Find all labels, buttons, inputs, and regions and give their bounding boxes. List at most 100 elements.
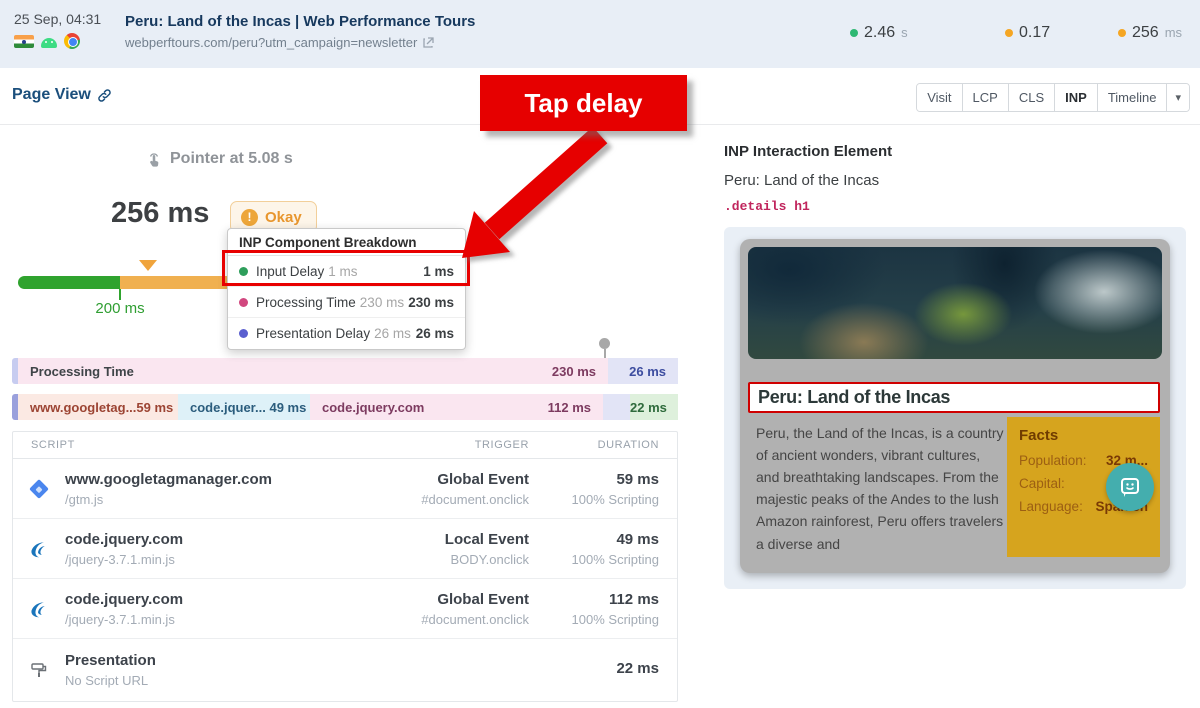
- fact-row-population: Population: 32 m...: [1019, 453, 1148, 468]
- chrome-icon: [64, 33, 80, 49]
- script-domain: code.jquery.com: [65, 530, 184, 548]
- script-icon-cell: [13, 539, 65, 559]
- tab-dropdown-button[interactable]: ▾: [1166, 84, 1189, 111]
- duration-value: 59 ms: [616, 470, 659, 488]
- annotation-label: Tap delay: [524, 87, 643, 118]
- trigger-detail: BODY.onclick: [450, 551, 529, 567]
- breakdown-name: Presentation Delay: [256, 326, 371, 341]
- test-result-header: 25 Sep, 04:31 Peru: Land of the Incas | …: [0, 0, 1200, 68]
- fact-label: Population:: [1019, 453, 1087, 468]
- processing-time-segment[interactable]: Processing Time 230 ms: [18, 358, 608, 384]
- duration-cell: 59 ms 100% Scripting: [529, 471, 677, 507]
- script-cell: Presentation No Script URL: [65, 652, 349, 688]
- script-path: /jquery-3.7.1.min.js: [65, 551, 175, 567]
- breakdown-value: 1 ms: [423, 263, 454, 279]
- page-screenshot-card: Peru: Land of the Incas Peru, the Land o…: [740, 239, 1170, 573]
- segment-value: 112 ms: [547, 399, 591, 415]
- metric-value: 0.17: [1019, 24, 1051, 41]
- script-cell: code.jquery.com /jquery-3.7.1.min.js: [65, 531, 349, 567]
- tab-inp[interactable]: INP: [1054, 84, 1097, 111]
- test-date: 25 Sep, 04:31: [14, 11, 102, 27]
- trigger-cell: Global Event #document.onclick: [349, 591, 529, 627]
- metric-unit: ms: [1164, 25, 1183, 40]
- fact-label: Capital:: [1019, 476, 1065, 491]
- breakdown-value: 230 ms: [408, 294, 454, 310]
- tab-cls[interactable]: CLS: [1007, 84, 1055, 111]
- legend-dot: [239, 297, 248, 307]
- facts-title: Facts: [1019, 427, 1059, 444]
- page-title: Peru: Land of the Incas | Web Performanc…: [125, 13, 476, 30]
- warning-icon: !: [241, 208, 258, 226]
- annotation-callout: Tap delay: [480, 75, 687, 131]
- trigger-type: Local Event: [444, 530, 529, 548]
- script-domain: Presentation: [65, 652, 156, 669]
- breakdown-row-processing-time: Processing Time 230 ms 230 ms: [228, 287, 465, 318]
- pointer-icon: [149, 153, 159, 167]
- tab-visit[interactable]: Visit: [917, 84, 962, 111]
- duration-cell: 22 ms: [529, 660, 677, 681]
- trigger-cell: Global Event #document.onclick: [349, 471, 529, 507]
- trigger-type: Global Event: [437, 590, 529, 608]
- breakdown-inline-value: 1 ms: [328, 263, 358, 279]
- metric-status-dot: [850, 29, 858, 37]
- breakdown-name: Processing Time: [256, 294, 356, 310]
- metric-lcp: 2.46 s: [850, 24, 908, 42]
- breakdown-row-presentation-delay: Presentation Delay 26 ms 26 ms: [228, 318, 465, 349]
- presentation-delay-segment[interactable]: 26 ms: [608, 358, 678, 384]
- feedback-widget-button[interactable]: [1106, 463, 1154, 511]
- segment-label: code.jquery.com: [322, 399, 425, 415]
- card-paragraph: Peru, the Land of the Incas, is a countr…: [756, 425, 1004, 552]
- column-header-trigger: TRIGGER: [474, 439, 529, 451]
- script-cell: www.googletagmanager.com /gtm.js: [65, 471, 349, 507]
- view-tabs: Visit LCP CLS INP Timeline ▾: [916, 83, 1190, 112]
- status-badge: ! Okay: [230, 201, 317, 233]
- card-heading: Peru: Land of the Incas: [758, 387, 951, 407]
- trigger-cell: [349, 668, 529, 672]
- popup-title: INP Component Breakdown: [228, 229, 465, 256]
- page-view-link[interactable]: Page View: [12, 86, 112, 104]
- breakdown-inline-value: 230 ms: [359, 294, 405, 310]
- inp-element-text: Peru: Land of the Incas: [724, 172, 880, 189]
- table-header-row: SCRIPT TRIGGER DURATION: [13, 432, 677, 459]
- column-header-duration: DURATION: [597, 439, 659, 451]
- metric-status-dot: [1005, 29, 1013, 37]
- script-table: SCRIPT TRIGGER DURATION www.googletagman…: [12, 431, 678, 702]
- presentation-segment[interactable]: 22 ms: [630, 394, 678, 420]
- annotation-arrow: [462, 126, 608, 258]
- script-icon-cell: [13, 599, 65, 619]
- duration-detail: 100% Scripting: [571, 611, 659, 627]
- page-identity: Peru: Land of the Incas | Web Performanc…: [125, 13, 475, 50]
- table-row[interactable]: code.jquery.com /jquery-3.7.1.min.js Loc…: [13, 519, 677, 579]
- segment-label: code.jquer... 49 ms: [190, 399, 307, 415]
- gtm-icon: [29, 478, 49, 499]
- chat-smiley-icon: [1121, 478, 1139, 497]
- link-icon: [98, 88, 111, 102]
- page-url[interactable]: webperftours.com/peru?utm_campaign=newsl…: [125, 35, 475, 50]
- duration-cell: 112 ms 100% Scripting: [529, 591, 677, 627]
- tab-timeline[interactable]: Timeline: [1096, 84, 1167, 111]
- jquery-global-segment[interactable]: code.jquery.com 112 ms: [310, 394, 603, 420]
- table-row[interactable]: www.googletagmanager.com /gtm.js Global …: [13, 459, 677, 519]
- pointer-text: Pointer at 5.08 s: [170, 150, 293, 167]
- duration-detail: 100% Scripting: [571, 551, 659, 567]
- input-delay-segment: [12, 358, 18, 384]
- table-row[interactable]: code.jquery.com /jquery-3.7.1.min.js Glo…: [13, 579, 677, 639]
- trigger-detail: #document.onclick: [421, 611, 529, 627]
- table-row[interactable]: Presentation No Script URL 22 ms: [13, 639, 677, 701]
- tab-lcp[interactable]: LCP: [961, 84, 1008, 111]
- gap-segment: [603, 394, 630, 420]
- breakdown-name: Input Delay: [256, 263, 325, 279]
- machu-picchu-photo: [748, 247, 1162, 359]
- page-view-label[interactable]: Page View: [12, 86, 91, 103]
- script-path: No Script URL: [65, 673, 149, 688]
- duration-value: 22 ms: [616, 659, 659, 677]
- metric-cls: 0.17: [1005, 24, 1056, 42]
- paint-roller-icon: [31, 663, 47, 677]
- external-link-icon: [423, 36, 434, 48]
- page-url-text[interactable]: webperftours.com/peru?utm_campaign=newsl…: [125, 35, 418, 50]
- jquery-local-segment[interactable]: code.jquer... 49 ms: [178, 394, 310, 420]
- element-screenshot-container: Peru: Land of the Incas Peru, the Land o…: [724, 227, 1186, 589]
- gtm-script-segment[interactable]: www.googletag...59 ms: [18, 394, 178, 420]
- duration-detail: 100% Scripting: [571, 491, 659, 507]
- inp-value: 256 ms: [111, 197, 210, 229]
